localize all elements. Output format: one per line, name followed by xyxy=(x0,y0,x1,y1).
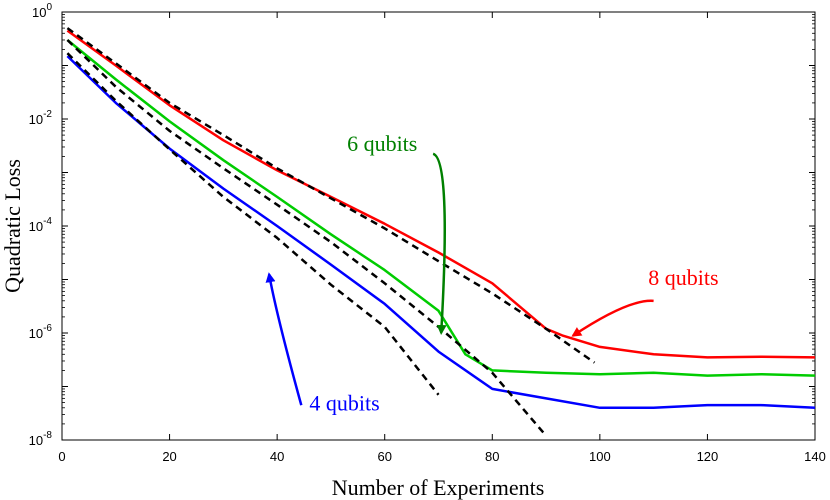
x-tick-label: 140 xyxy=(804,449,826,464)
x-tick-label: 100 xyxy=(589,449,611,464)
x-axis-title: Number of Experiments xyxy=(332,475,545,500)
annotation-label: 4 qubits xyxy=(309,391,379,416)
y-tick-label-exponent: -4 xyxy=(43,216,52,227)
x-tick-label: 80 xyxy=(485,449,499,464)
y-tick-label: 10-6 xyxy=(29,323,53,341)
y-tick-label-base: 10 xyxy=(29,112,43,127)
y-tick-label-base: 10 xyxy=(32,5,46,20)
y-tick-label: 10-4 xyxy=(29,216,53,234)
annotation-arrow xyxy=(571,299,654,337)
y-tick-label: 10-2 xyxy=(29,109,53,127)
y-tick-label-exponent: -8 xyxy=(43,430,52,441)
fit-line-3 xyxy=(66,27,596,364)
loss-line-2 xyxy=(66,55,816,410)
annotation-arrow xyxy=(432,152,447,335)
annotation-layer: 8 qubits 6 qubits 4 qubits xyxy=(265,131,719,416)
y-tick-label-base: 10 xyxy=(29,433,43,448)
y-axis-title: Quadratic Loss xyxy=(0,159,25,293)
loss-line-0 xyxy=(66,29,816,359)
x-tick-label: 40 xyxy=(270,449,284,464)
y-tick-label-exponent: -6 xyxy=(43,323,52,334)
series-layer xyxy=(66,27,816,437)
x-tick-label: 20 xyxy=(162,449,176,464)
annotation-label: 6 qubits xyxy=(347,131,417,156)
annotation-arrow xyxy=(265,272,303,406)
x-tick-label: 60 xyxy=(377,449,391,464)
y-tick-label-exponent: 0 xyxy=(46,2,52,13)
y-tick-label: 100 xyxy=(32,2,52,20)
y-tick-label-exponent: -2 xyxy=(43,109,52,120)
fit-line-4 xyxy=(66,39,548,437)
fit-line-5 xyxy=(66,52,440,396)
loss-line-1 xyxy=(66,39,816,377)
y-tick-label: 10-8 xyxy=(29,430,53,448)
y-tick-label-base: 10 xyxy=(29,219,43,234)
annotation-label: 8 qubits xyxy=(648,265,718,290)
y-tick-label-base: 10 xyxy=(29,326,43,341)
x-tick-label: 120 xyxy=(697,449,719,464)
x-tick-label: 0 xyxy=(58,449,65,464)
